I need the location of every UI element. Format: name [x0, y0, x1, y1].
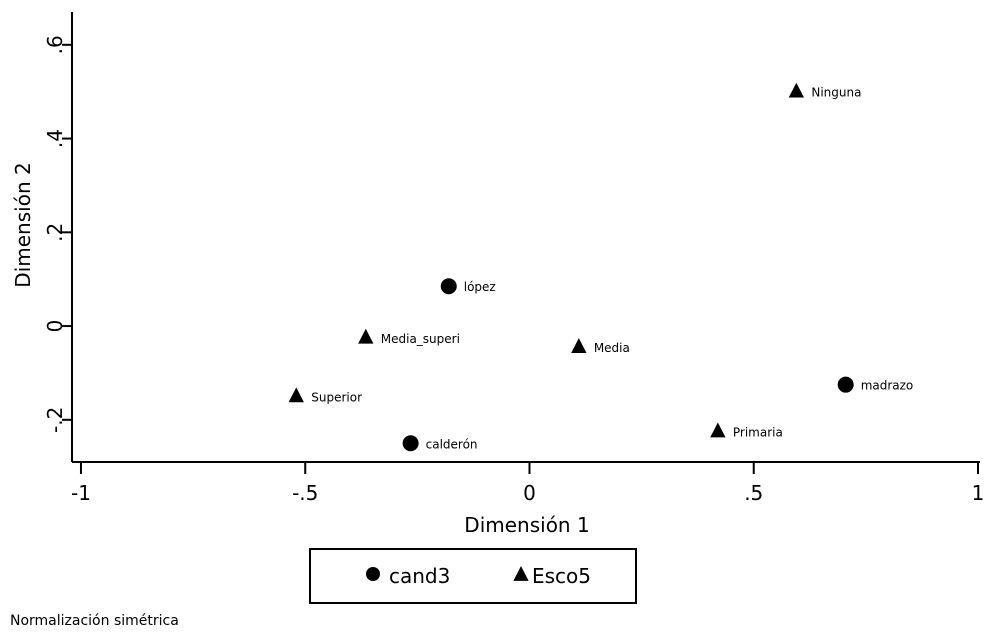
triangle-marker	[571, 338, 587, 354]
point-Esco5: Superior	[288, 387, 362, 404]
data-points: lópez calderón madrazo Ninguna Media_superi M…	[288, 82, 914, 452]
point-label: Media_superi	[381, 332, 460, 346]
x-tick-label: 1	[972, 481, 985, 505]
point-cand3: calderón	[402, 435, 478, 452]
y-tick-label: .4	[43, 129, 67, 148]
triangle-marker	[710, 422, 726, 438]
point-label: madrazo	[861, 379, 914, 393]
point-label: Ninguna	[811, 86, 861, 100]
legend-box	[309, 548, 637, 604]
y-tick-label: .6	[43, 35, 67, 54]
triangle-marker	[788, 82, 805, 98]
point-Esco5: Ninguna	[788, 82, 861, 100]
legend: cand3 Esco5	[309, 548, 637, 604]
point-Esco5: Media	[571, 338, 630, 355]
point-label: Primaria	[733, 426, 783, 440]
point-label: calderón	[426, 437, 478, 451]
axes	[71, 12, 980, 463]
y-tick-label: .2	[43, 223, 67, 242]
x-tick-label: .5	[744, 481, 763, 505]
normalization-note: Normalización simétrica	[10, 613, 179, 629]
point-label: Media	[594, 341, 630, 355]
point-Esco5: Media_superi	[358, 328, 460, 346]
point-cand3: madrazo	[837, 376, 914, 393]
y-axis-title: Dimensión 2	[11, 162, 35, 287]
point-Esco5: Primaria	[710, 422, 783, 440]
legend-marker-cand3	[366, 567, 380, 581]
point-cand3: lópez	[440, 278, 496, 295]
circle-marker	[837, 376, 854, 393]
triangle-marker	[288, 387, 304, 403]
legend-label-esco5: Esco5	[532, 564, 591, 588]
ticks: -1 -.5 0 .5 1 -.2 0 .2 .4 .6	[43, 35, 984, 505]
y-tick-label: -.2	[43, 407, 67, 433]
x-axis-title: Dimensión 1	[464, 513, 589, 537]
circle-marker	[402, 435, 419, 452]
point-label: Superior	[311, 390, 362, 404]
point-label: lópez	[464, 280, 496, 294]
legend-marker-esco5	[513, 566, 529, 581]
legend-label-cand3: cand3	[389, 564, 450, 588]
x-tick-label: 0	[523, 481, 536, 505]
x-tick-label: -.5	[292, 481, 318, 505]
circle-marker	[440, 278, 457, 295]
x-tick-label: -1	[71, 481, 91, 505]
triangle-marker	[358, 328, 374, 344]
y-tick-label: 0	[43, 320, 67, 333]
